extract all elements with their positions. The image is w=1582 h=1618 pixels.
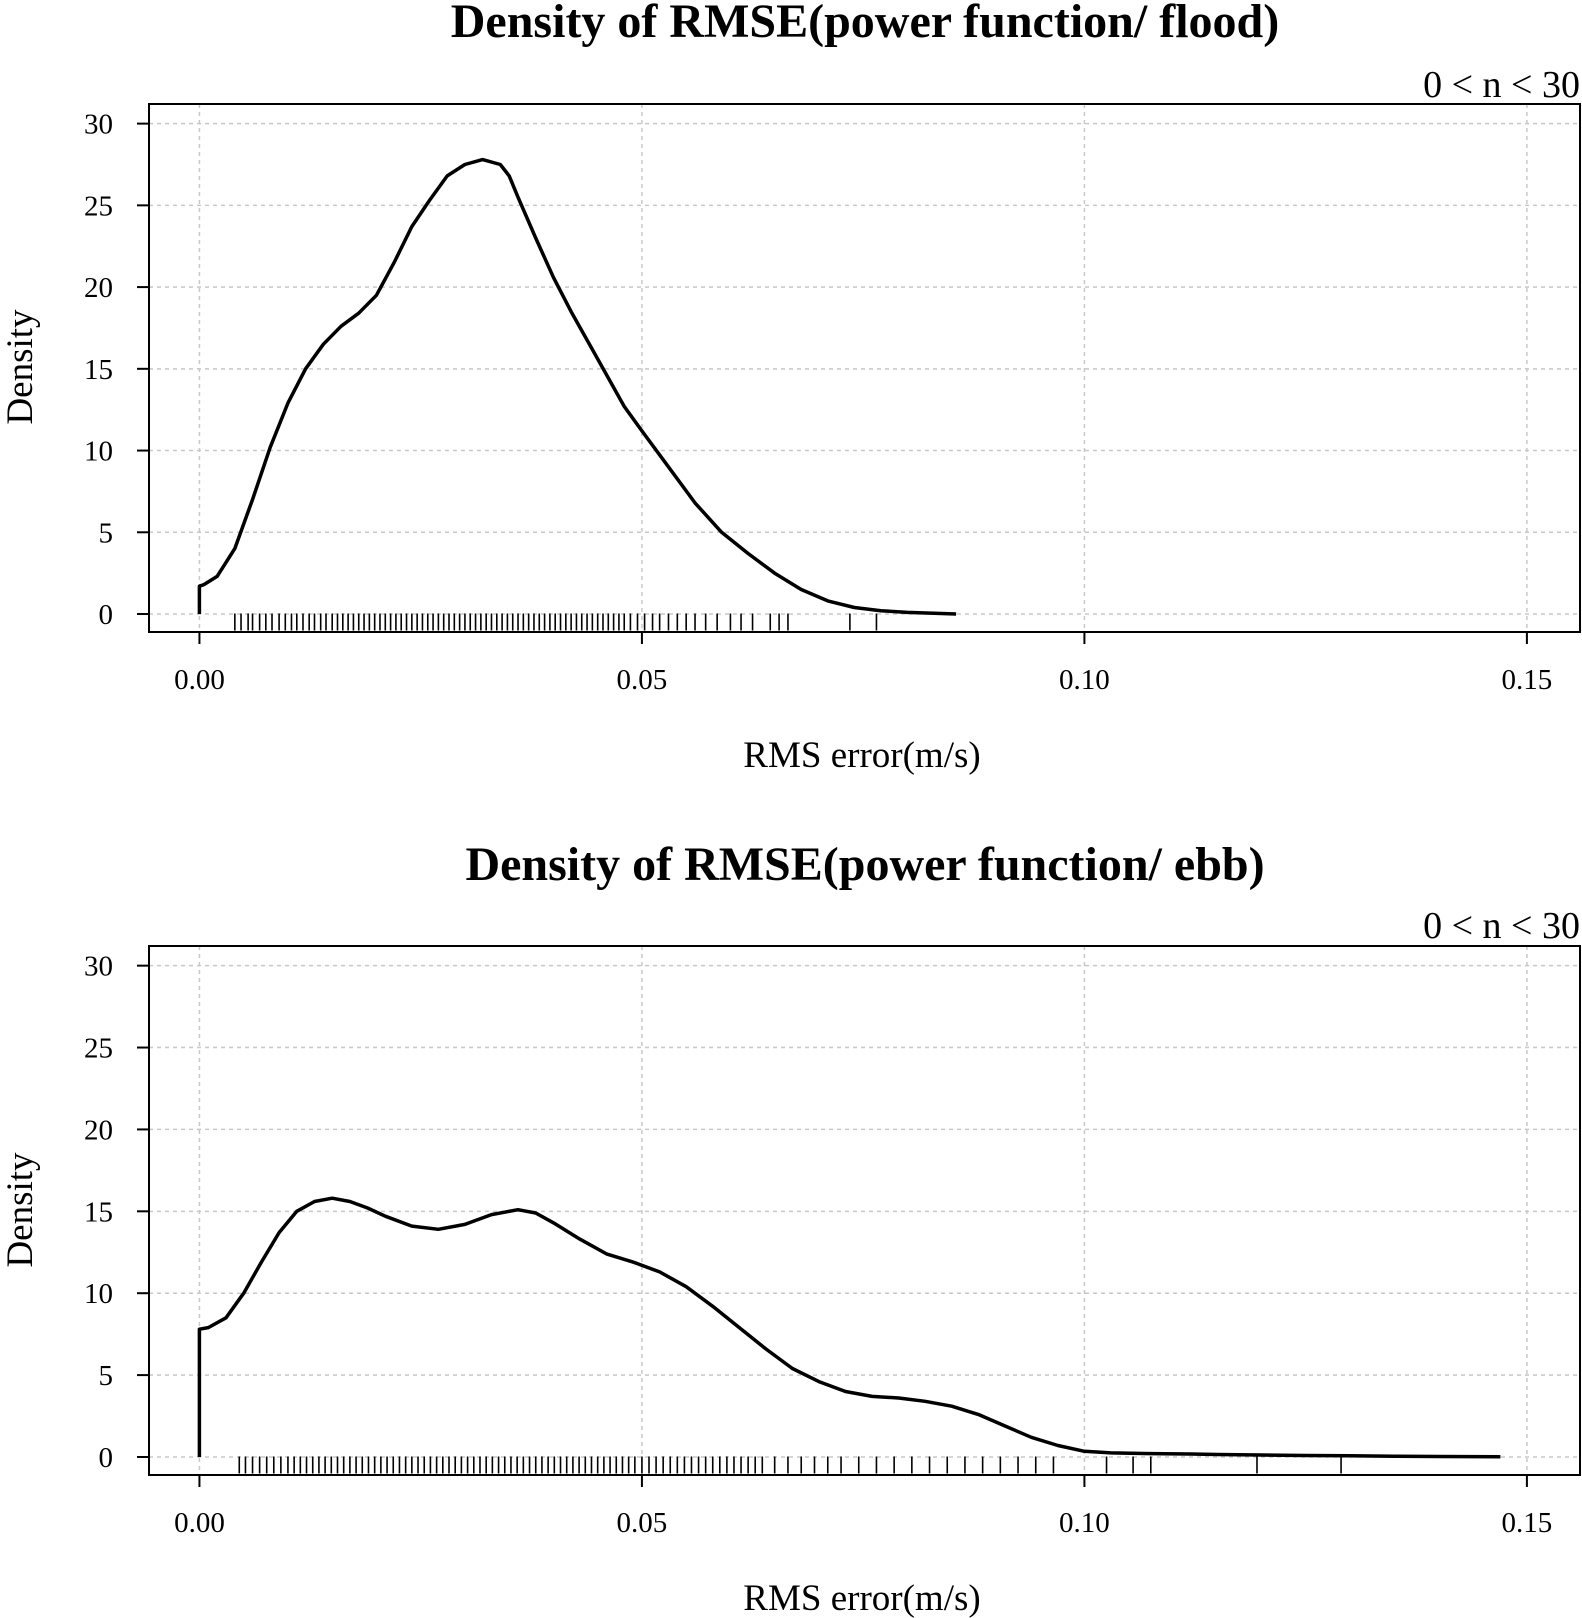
y-tick-label: 10 [84, 1278, 113, 1310]
x-tick-label: 0.10 [1059, 1507, 1110, 1539]
x-tick-label: 0.15 [1502, 1507, 1553, 1539]
flood-density-panel: Density of RMSE(power function/ flood) 0… [0, 0, 1581, 776]
density-curve [197, 1196, 1501, 1459]
y-tick-label: 20 [84, 272, 113, 304]
y-tick-label: 0 [99, 599, 114, 631]
x-tick-label: 0.15 [1502, 664, 1553, 696]
x-axis-label: RMS error(m/s) [743, 735, 980, 776]
plot-area: 0.00 0.05 0.10 0.15 0 5 10 15 20 25 30 [84, 945, 1581, 1539]
chart-title: Density of RMSE(power function/ flood) [451, 0, 1279, 48]
y-axis-label: Density [0, 309, 41, 425]
x-tick-label: 0.00 [174, 664, 225, 696]
y-axis-label: Density [0, 1152, 41, 1268]
x-axis-label: RMS error(m/s) [743, 1578, 980, 1618]
chart-subtitle: 0 < n < 30 [1423, 905, 1580, 947]
chart-title: Density of RMSE(power function/ ebb) [465, 838, 1264, 891]
x-tick-label: 0.00 [174, 1507, 225, 1539]
y-tick-label: 30 [84, 951, 113, 983]
y-tick-label: 5 [99, 1360, 114, 1392]
density-curve [197, 157, 957, 616]
y-tick-label: 15 [84, 1196, 113, 1228]
y-tick-label: 25 [84, 190, 113, 222]
y-tick-label: 5 [99, 517, 114, 549]
y-tick-label: 30 [84, 109, 113, 141]
plot-frame [148, 945, 1581, 1476]
y-tick-label: 10 [84, 436, 113, 468]
plot-area: 0.00 0.05 0.10 0.15 0 5 10 15 20 25 30 [84, 103, 1581, 696]
y-tick-label: 0 [99, 1442, 114, 1474]
plot-frame [148, 103, 1581, 633]
ebb-density-panel: Density of RMSE(power function/ ebb) 0 <… [0, 838, 1581, 1618]
chart-subtitle: 0 < n < 30 [1423, 64, 1580, 106]
y-tick-label: 15 [84, 354, 113, 386]
x-tick-label: 0.10 [1059, 664, 1110, 696]
x-tick-label: 0.05 [617, 1507, 668, 1539]
y-tick-label: 25 [84, 1033, 113, 1065]
y-tick-label: 20 [84, 1114, 113, 1146]
x-tick-label: 0.05 [617, 664, 668, 696]
